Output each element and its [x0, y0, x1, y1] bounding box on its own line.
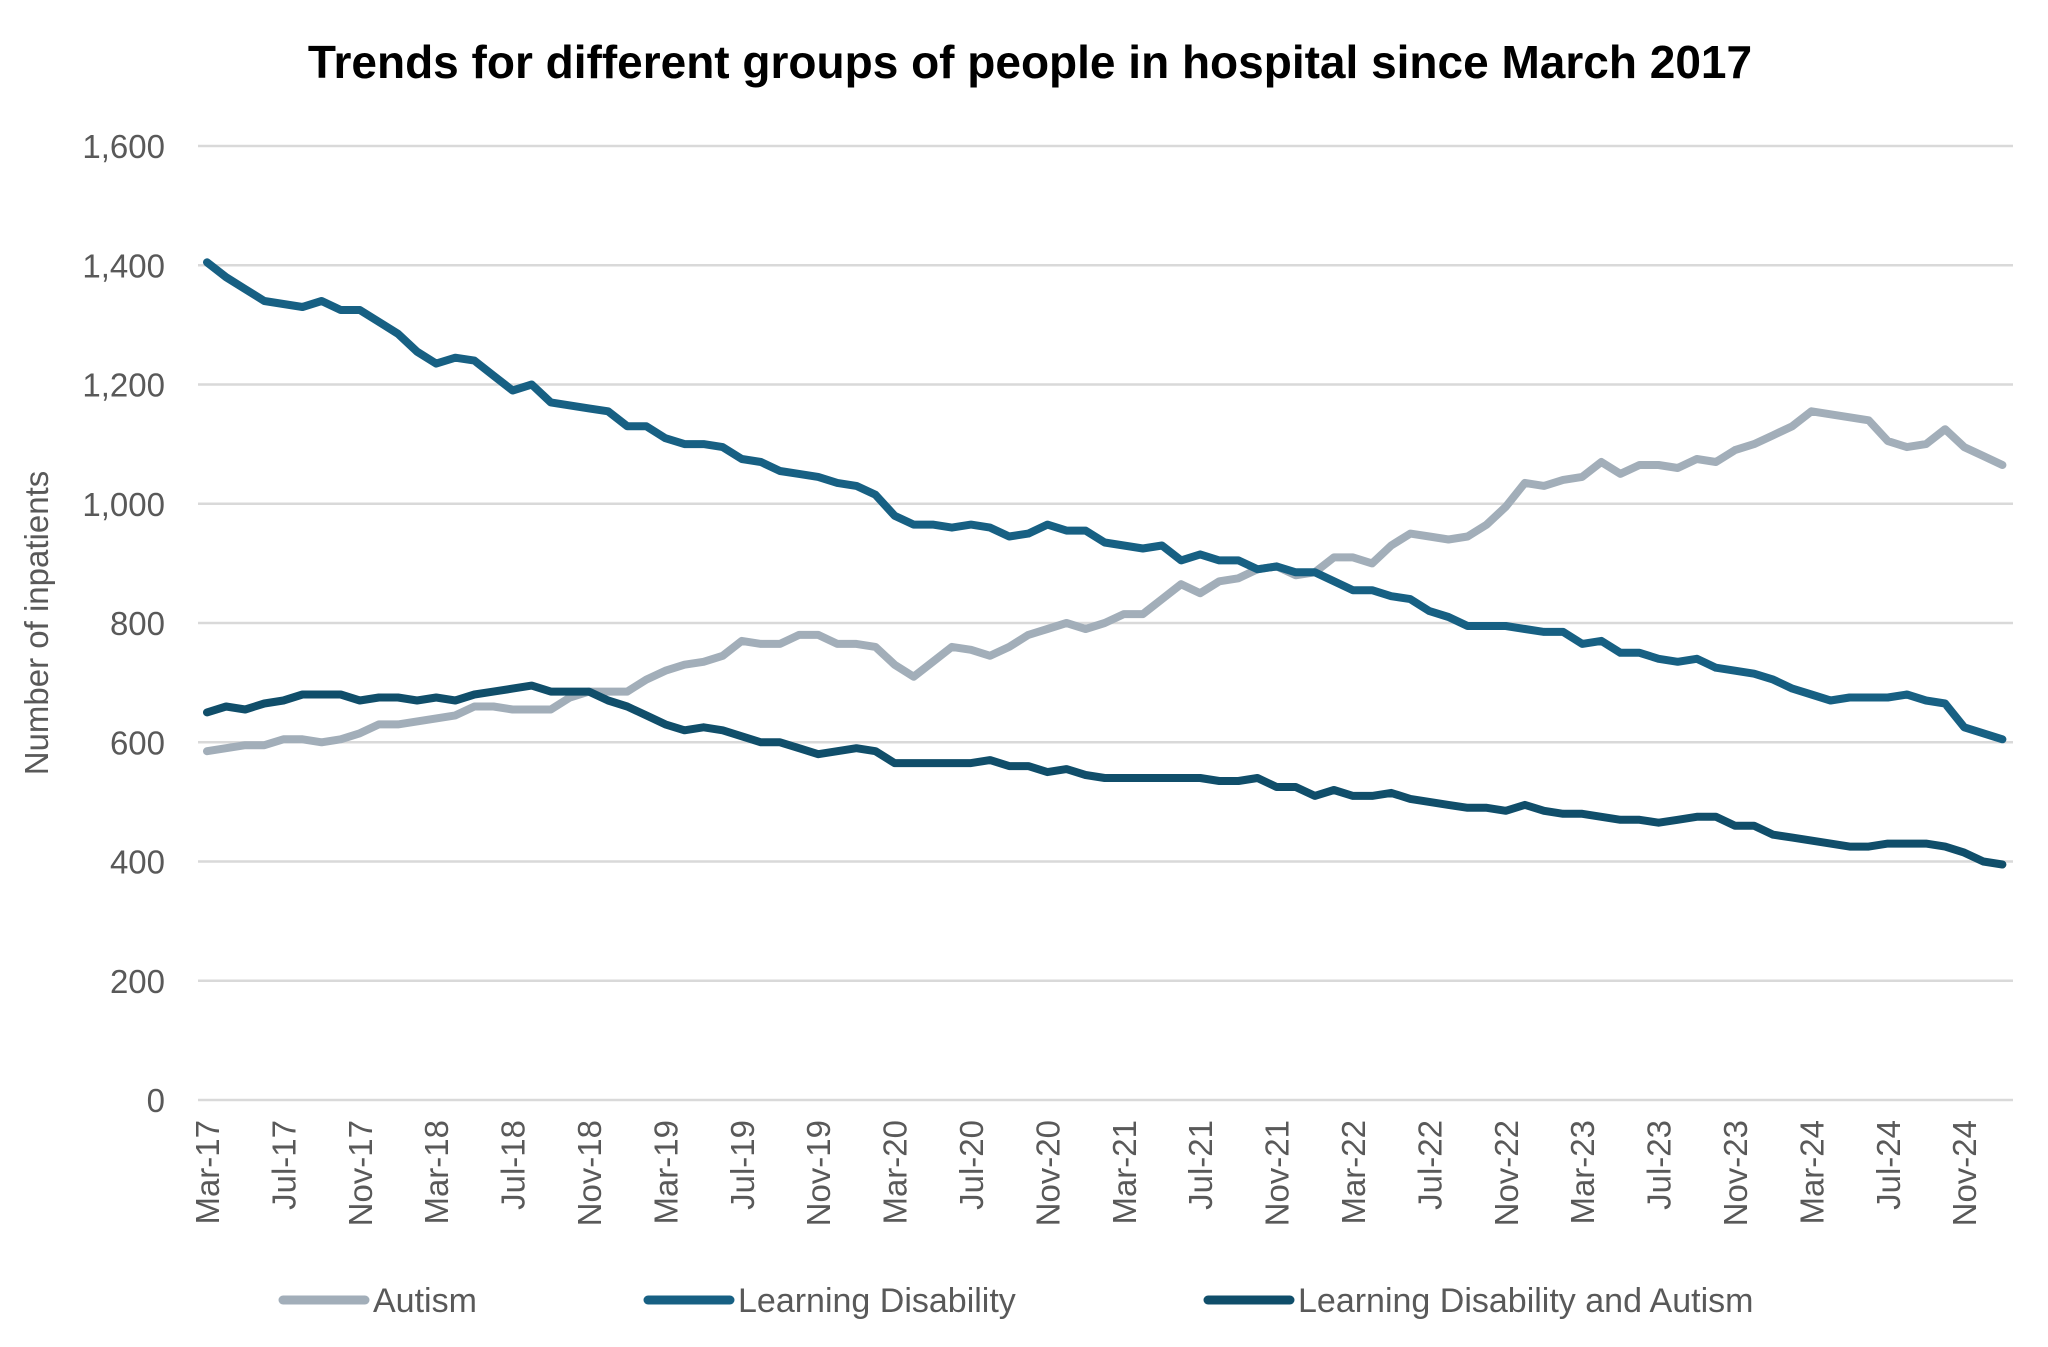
- x-tick-label: Jul-22: [1411, 1120, 1448, 1210]
- legend-item: Learning Disability: [643, 1282, 1016, 1320]
- x-tick-label: Jul-23: [1641, 1120, 1678, 1210]
- y-tick-label: 600: [110, 724, 165, 761]
- chart-title: Trends for different groups of people in…: [308, 36, 1752, 88]
- series-line-autism: [203, 407, 2007, 756]
- y-tick-label: 800: [110, 605, 165, 642]
- x-tick-label: Jul-24: [1870, 1120, 1907, 1210]
- x-tick-label: Jul-17: [265, 1120, 302, 1210]
- x-tick-label: Mar-18: [418, 1120, 455, 1225]
- y-tick-label: 200: [110, 963, 165, 1000]
- series-line-learning-disability: [203, 258, 2007, 744]
- x-tick-label: Jul-18: [495, 1120, 532, 1210]
- legend-label: Autism: [373, 1282, 477, 1320]
- x-tick-label: Mar-22: [1335, 1120, 1372, 1225]
- legend-label: Learning Disability and Autism: [1298, 1282, 1753, 1320]
- y-axis-ticks: 0 200 400 600 800 1,000 1,200 1,400 1,600: [82, 128, 165, 1119]
- legend-item: Autism: [278, 1282, 477, 1320]
- y-tick-label: 1,600: [82, 128, 165, 165]
- series-lines: [203, 258, 2007, 869]
- x-tick-label: Nov-23: [1717, 1120, 1754, 1226]
- x-tick-label: Nov-19: [800, 1120, 837, 1226]
- legend-label: Learning Disability: [738, 1282, 1016, 1320]
- y-tick-label: 1,400: [82, 247, 165, 284]
- x-tick-label: Mar-23: [1564, 1120, 1601, 1225]
- x-tick-label: Nov-21: [1259, 1120, 1296, 1226]
- y-axis-title: Number of inpatients: [18, 471, 55, 776]
- x-tick-label: Nov-22: [1488, 1120, 1525, 1226]
- x-tick-label: Nov-24: [1946, 1120, 1983, 1226]
- x-tick-label: Jul-20: [953, 1120, 990, 1210]
- y-tick-label: 400: [110, 844, 165, 881]
- y-tick-label: 1,000: [82, 486, 165, 523]
- y-tick-label: 0: [147, 1082, 165, 1119]
- x-tick-label: Mar-21: [1106, 1120, 1143, 1225]
- x-tick-label: Jul-21: [1182, 1120, 1219, 1210]
- x-tick-label: Jul-19: [724, 1120, 761, 1210]
- legend: Autism Learning Disability Learning Disabi…: [278, 1282, 1753, 1320]
- series-line-learning-disability-and-autism: [203, 681, 2007, 869]
- x-tick-label: Nov-18: [571, 1120, 608, 1226]
- legend-item: Learning Disability and Autism: [1203, 1282, 1753, 1320]
- x-tick-label: Mar-20: [877, 1120, 914, 1225]
- x-tick-label: Mar-24: [1793, 1120, 1830, 1225]
- x-tick-label: Nov-20: [1029, 1120, 1066, 1226]
- x-axis-ticks: Mar-17 Jul-17 Nov-17 Mar-18 Jul-18 Nov-18 Mar-…: [189, 1120, 1983, 1226]
- x-tick-label: Nov-17: [342, 1120, 379, 1226]
- x-tick-label: Mar-17: [189, 1120, 226, 1225]
- y-tick-label: 1,200: [82, 367, 165, 404]
- x-tick-label: Mar-19: [647, 1120, 684, 1225]
